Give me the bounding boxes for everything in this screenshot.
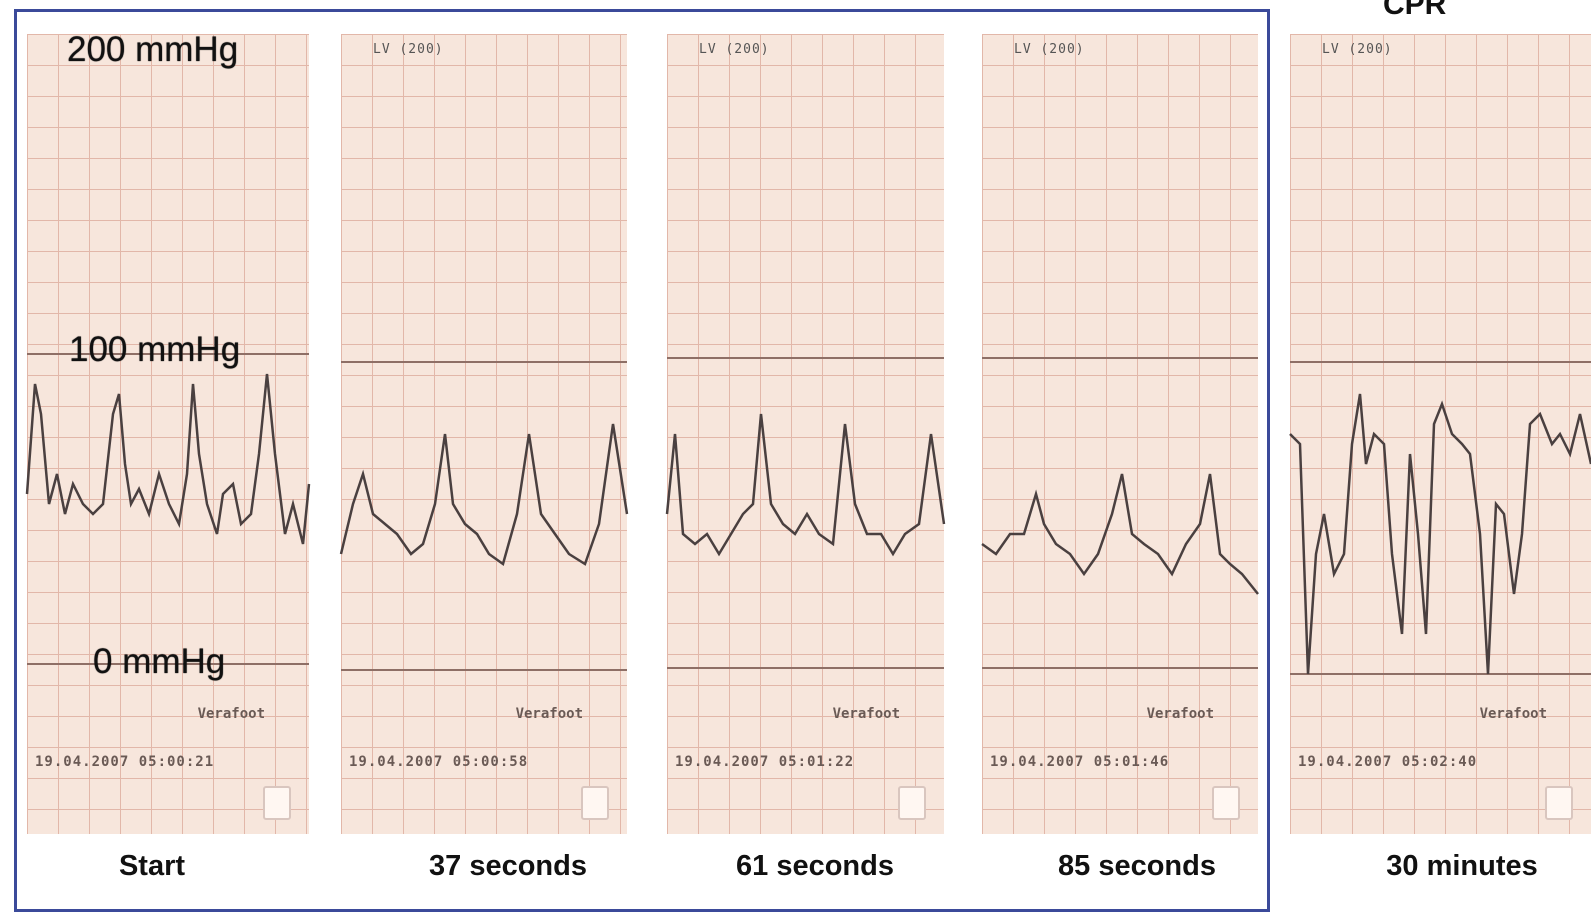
strip-panel-30min: LV (200) Verafoot 19.04.2007 05:02:40	[1289, 34, 1591, 834]
channel-header: LV (200)	[1014, 42, 1085, 57]
paper-tab	[1212, 786, 1240, 820]
pressure-trace-start	[25, 353, 311, 665]
strip-panel-61s: LV (200) Verafoot 19.04.2007 05:01:22	[665, 34, 946, 834]
vendor-label: Verafoot	[1479, 706, 1547, 722]
channel-header: LV (200)	[699, 42, 770, 57]
timestamp: 19.04.2007 05:00:58	[349, 754, 529, 770]
y-label-100: 100 mmHg	[69, 330, 241, 369]
channel-header: LV (200)	[373, 42, 444, 57]
timestamp: 19.04.2007 05:01:46	[990, 754, 1170, 770]
vendor-label: Verafoot	[1146, 706, 1214, 722]
strip-panel-start: 200 mmHg 100 mmHg 0 mmHg Verafoot 19.04.…	[25, 30, 311, 834]
caption-85s: 85 seconds	[1058, 850, 1216, 882]
vendor-label: Verafoot	[832, 706, 900, 722]
caption-61s: 61 seconds	[736, 850, 894, 882]
caption-30min: 30 minutes	[1386, 850, 1538, 882]
caption-start: Start	[118, 850, 186, 882]
channel-header: LV (200)	[1322, 42, 1393, 57]
vendor-label: Verafoot	[515, 706, 583, 722]
timestamp: 19.04.2007 05:02:40	[1298, 754, 1478, 770]
highlight-frame	[14, 9, 1270, 912]
timestamp: 19.04.2007 05:00:21	[35, 754, 215, 770]
strip-panel-85s: LV (200) Verafoot 19.04.2007 05:01:46	[981, 34, 1259, 834]
pressure-trace-85s	[981, 357, 1259, 669]
timestamp: 19.04.2007 05:01:22	[675, 754, 855, 770]
pressure-trace-30min	[1289, 361, 1591, 675]
pressure-trace-37s	[339, 361, 629, 671]
y-label-200: 200 mmHg	[67, 30, 239, 69]
paper-tab	[898, 786, 926, 820]
pressure-trace-61s	[665, 357, 946, 669]
paper-tab	[263, 786, 291, 820]
caption-37s: 37 seconds	[429, 850, 587, 882]
cpr-title: CPR	[1383, 0, 1447, 21]
paper-tab	[1545, 786, 1573, 820]
strip-panel-37s: LV (200) Verafoot 19.04.2007 05:00:58	[339, 34, 629, 834]
vendor-label: Verafoot	[197, 706, 265, 722]
y-label-0: 0 mmHg	[93, 642, 226, 681]
paper-tab	[581, 786, 609, 820]
